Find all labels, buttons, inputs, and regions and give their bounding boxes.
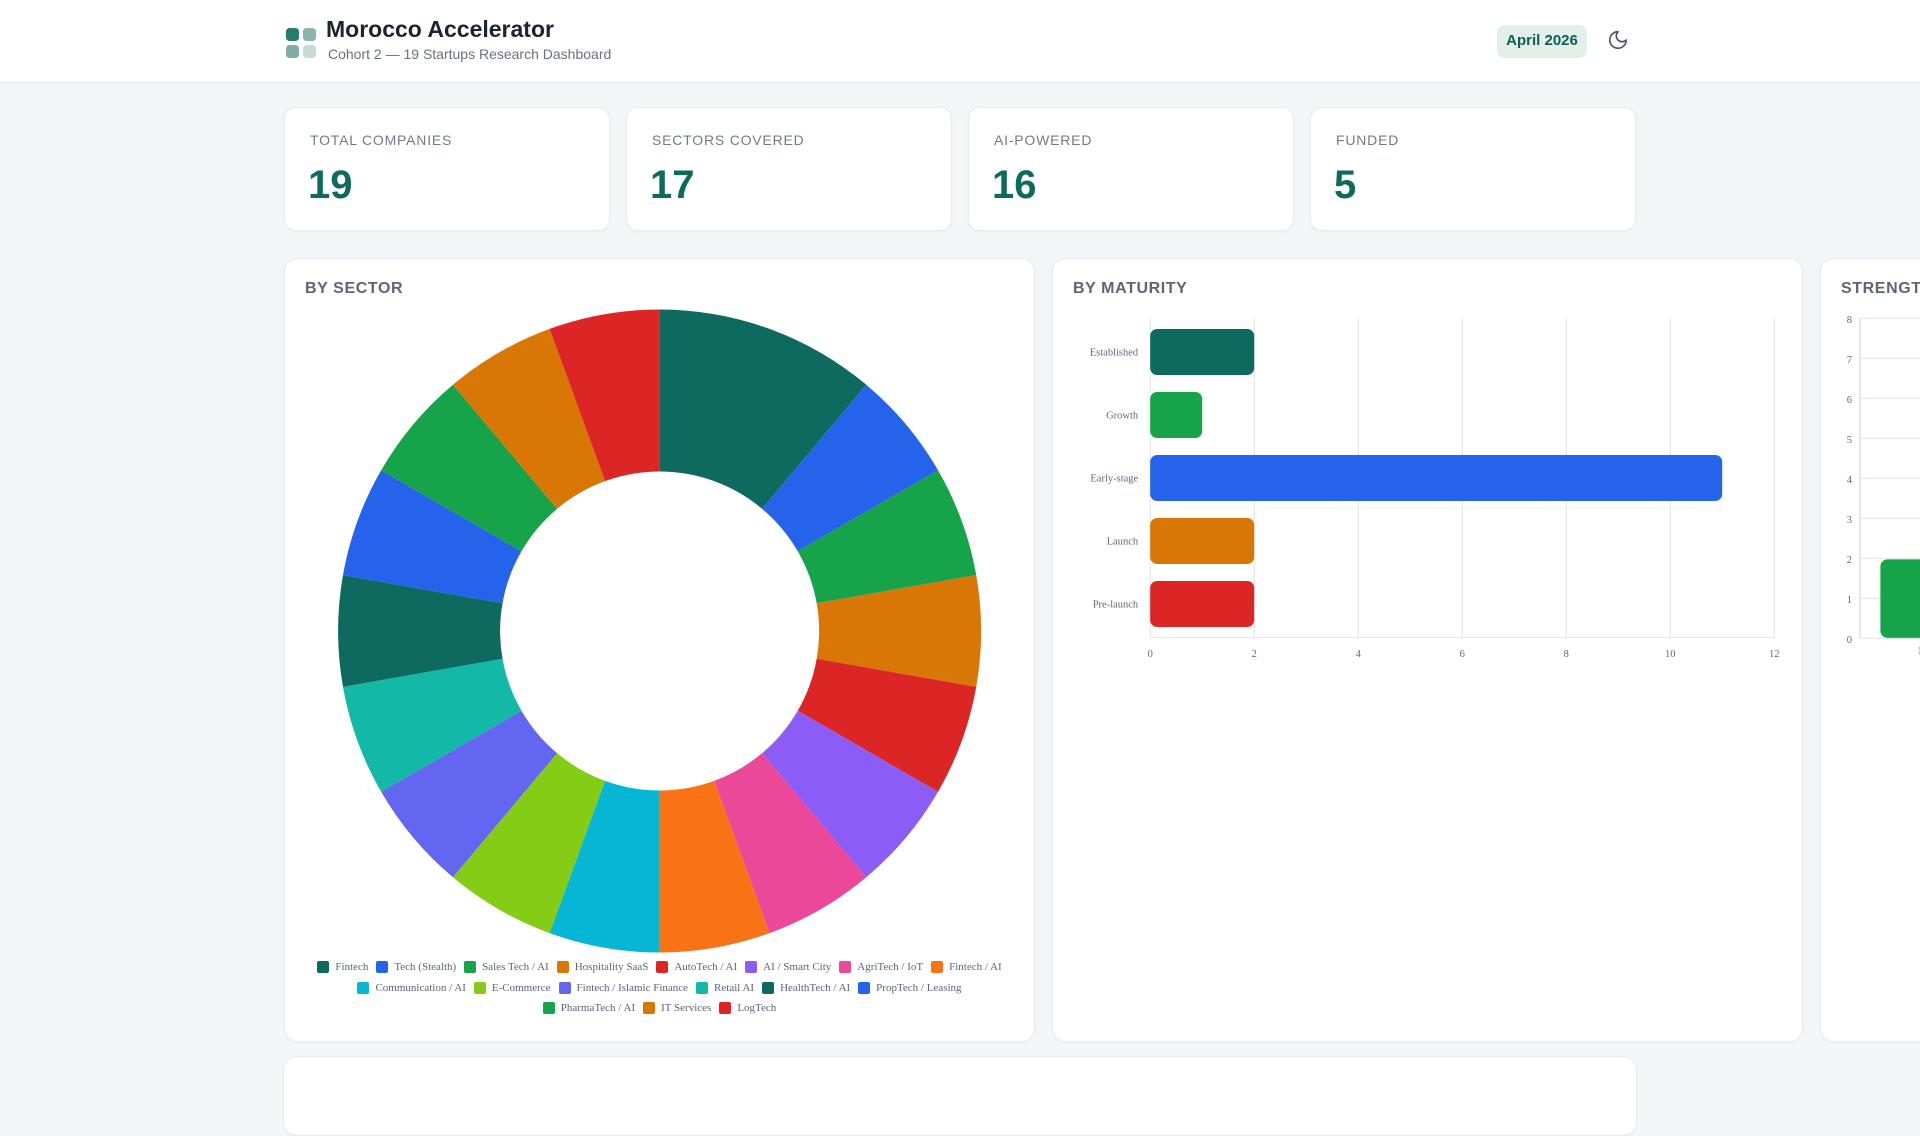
svg-text:3: 3	[1847, 515, 1852, 526]
svg-text:2: 2	[1847, 555, 1852, 566]
svg-text:Established: Established	[1090, 348, 1139, 359]
svg-text:7: 7	[1847, 355, 1852, 366]
svg-text:8: 8	[1847, 315, 1852, 326]
svg-text:Pre-launch: Pre-launch	[1093, 600, 1139, 611]
svg-text:12: 12	[1769, 649, 1780, 660]
svg-text:0: 0	[1148, 649, 1153, 660]
svg-text:Growth: Growth	[1106, 411, 1139, 422]
svg-text:0: 0	[1847, 635, 1852, 646]
svg-text:1 - 2: 1 - 2	[1917, 646, 1920, 657]
svg-text:Launch: Launch	[1107, 537, 1139, 548]
svg-text:Early-stage: Early-stage	[1090, 474, 1138, 485]
svg-text:2: 2	[1252, 649, 1257, 660]
svg-text:10: 10	[1665, 649, 1676, 660]
svg-text:8: 8	[1564, 649, 1569, 660]
svg-text:6: 6	[1460, 649, 1465, 660]
svg-text:6: 6	[1847, 395, 1852, 406]
svg-text:5: 5	[1847, 435, 1852, 446]
svg-text:4: 4	[1847, 475, 1853, 486]
svg-text:1: 1	[1847, 595, 1852, 606]
svg-text:4: 4	[1356, 649, 1362, 660]
